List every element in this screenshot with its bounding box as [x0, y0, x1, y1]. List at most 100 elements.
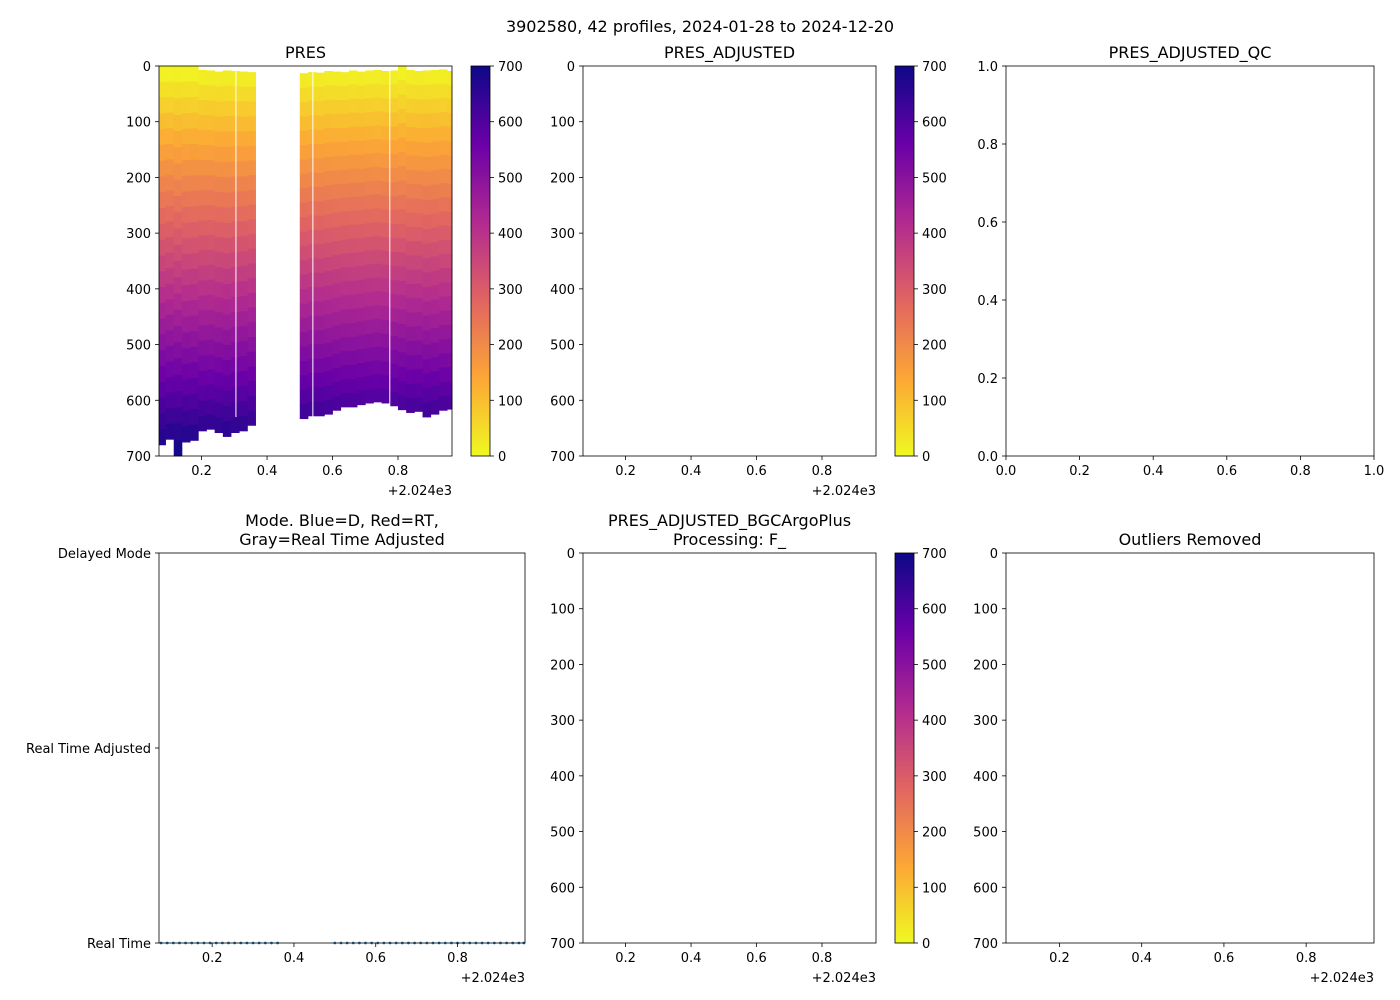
profile-cell [373, 222, 383, 237]
profile-cell [214, 282, 224, 298]
profile-cell [397, 381, 407, 396]
profile-cell [381, 140, 391, 155]
profile-cell [206, 384, 216, 400]
profile-cell [206, 369, 216, 385]
profile-cell [206, 115, 216, 131]
profile-cell [422, 272, 432, 288]
profile-cell [239, 371, 248, 387]
profile-cell [181, 269, 191, 286]
profile-cell [239, 386, 248, 402]
profile-cell [231, 281, 240, 298]
profile-cell [324, 199, 333, 215]
profile-cell [373, 194, 383, 209]
profile-cell [414, 113, 423, 129]
profile-cell [165, 361, 175, 378]
profile-cell [414, 241, 423, 256]
profile-cell [247, 219, 256, 235]
profile-cell [373, 388, 383, 403]
profile-cell [231, 342, 240, 358]
profile-cell [173, 82, 183, 99]
colorbar-tick-label: 300 [498, 283, 523, 298]
profile-cell [231, 176, 240, 192]
profile-cell [406, 269, 415, 285]
profile-cell [381, 333, 391, 349]
profile-cell [422, 301, 432, 317]
y-tick-label: 300 [550, 227, 575, 242]
profile-cell [406, 398, 415, 413]
profile-cell [406, 127, 415, 142]
profile-cell [190, 315, 199, 332]
axes-title: PRES [285, 43, 326, 62]
profile-cell [173, 293, 183, 311]
profile-cell [165, 392, 175, 409]
profile-cell [190, 331, 199, 348]
profile-cell [206, 249, 216, 266]
profile-cell [422, 84, 432, 100]
profile-cell [406, 155, 415, 171]
profile-cell [397, 280, 407, 296]
profile-cell [332, 156, 342, 171]
profile-cell [348, 252, 358, 268]
profile-cell [373, 152, 383, 168]
profile-cell [348, 182, 358, 198]
x-tick-label: 0.4 [681, 464, 702, 479]
profile-cell [348, 364, 358, 380]
profile-cell [198, 340, 207, 357]
profile-cell [299, 159, 309, 175]
profile-cell [357, 335, 366, 350]
x-tick-label: 0.4 [681, 951, 702, 966]
profile-column [422, 70, 432, 418]
profile-column [348, 70, 358, 408]
profile-cell [159, 255, 166, 272]
profile-cell [373, 305, 383, 320]
profile-cell [159, 381, 166, 398]
profile-cell [159, 160, 166, 177]
profile-cell [414, 127, 423, 143]
profile-cell [447, 197, 453, 213]
profile-cell [165, 81, 175, 98]
x-tick-label: 0.6 [746, 951, 767, 966]
profile-cell [247, 292, 256, 309]
profile-cell [365, 236, 374, 252]
profile-cell [357, 293, 366, 308]
profile-cell [414, 85, 423, 100]
axes-outliers: 0.2 0.4 0.6 0.8 +2.024e3 0 100 200 300 400 500 600 7… [973, 530, 1375, 986]
x-tick-label: 0.6 [365, 951, 386, 966]
profile-cell [365, 195, 374, 210]
profile-cell [159, 176, 166, 193]
profile-cell [159, 239, 166, 256]
profile-cell [430, 270, 440, 286]
profile-cell [324, 128, 333, 143]
profile-cell [181, 363, 191, 380]
profile-cell [307, 272, 317, 288]
axes-frame [582, 552, 877, 944]
axes-frame [1005, 552, 1375, 944]
colorbar-tick-label: 700 [498, 60, 523, 75]
profile-cell [198, 325, 207, 342]
profile-cell [165, 128, 175, 145]
profile-cell [222, 405, 232, 422]
profile-cell [159, 81, 166, 98]
profile-cell [438, 154, 448, 170]
profile-cell [247, 395, 256, 412]
profile-cell [165, 159, 175, 176]
y-tick-label: Real Time Adjusted [26, 742, 151, 757]
profile-cell [190, 190, 199, 207]
profile-cell [332, 142, 342, 157]
profile-cell [206, 414, 216, 430]
profile-cell [316, 129, 325, 145]
profile-cell [348, 196, 358, 212]
colorbar-frame [894, 65, 915, 457]
profile-cell [307, 129, 317, 145]
profile-cell [159, 287, 166, 304]
profile-cell [307, 387, 317, 402]
profile-column [247, 72, 256, 426]
profile-cell [365, 389, 374, 404]
profile-cell [348, 84, 358, 99]
profile-cell [316, 172, 325, 188]
profile-cell [406, 312, 415, 328]
profile-cell [381, 306, 391, 321]
profile-cell [348, 70, 358, 85]
profile-cell [214, 71, 224, 88]
profile-cell [381, 195, 391, 210]
